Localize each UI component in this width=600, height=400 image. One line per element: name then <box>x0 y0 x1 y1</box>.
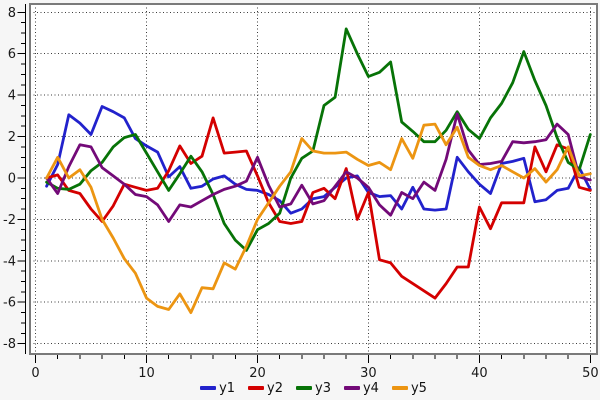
x-tick-label: 10 <box>138 366 155 381</box>
legend-item-y3: y3 <box>296 382 331 395</box>
legend-label-y4: y4 <box>362 380 379 396</box>
y-tick-label: -2 <box>3 213 16 228</box>
y-tick-label: 0 <box>8 171 16 186</box>
legend-dash-y4-icon <box>343 386 360 390</box>
plot-frame <box>29 3 598 355</box>
series-line-y2 <box>45 116 592 300</box>
legend-dash-y2-icon <box>248 386 265 390</box>
legend-label-y2: y2 <box>267 380 284 396</box>
chart-legend: y1 y2 y3 y4 y5 <box>30 378 597 398</box>
y-tick-label: 4 <box>8 89 16 104</box>
legend-item-y1: y1 <box>200 382 235 395</box>
x-tick-label: 0 <box>31 366 39 381</box>
x-tick-label: 40 <box>471 366 488 381</box>
legend-dash-y5-icon <box>391 386 408 390</box>
legend-item-y5: y5 <box>391 380 427 396</box>
y-axis: -8 -6 -4 -2 0 2 4 6 8 <box>3 4 26 354</box>
x-tick-label: 30 <box>360 366 377 381</box>
legend-label-y3: y3 <box>315 380 331 396</box>
series-line-y5 <box>45 122 592 315</box>
legend-label-y5: y5 <box>410 380 427 396</box>
y-tick-label: -6 <box>3 296 16 311</box>
plot-area <box>30 4 597 354</box>
y-tick-label: -4 <box>3 254 16 269</box>
y-tick-label: 8 <box>8 6 16 21</box>
legend-label-y1: y1 <box>219 380 236 396</box>
y-tick-label: 2 <box>8 130 16 145</box>
legend-dash-y3-icon <box>296 386 313 390</box>
y-tick-label: 6 <box>8 47 16 62</box>
legend-dash-y1-icon <box>200 386 217 390</box>
legend-item-y4: y4 <box>343 380 379 396</box>
legend-item-y2: y2 <box>248 382 283 395</box>
x-tick-label: 20 <box>249 366 266 381</box>
x-axis: 0 10 20 30 40 50 <box>31 354 599 381</box>
y-tick-label: -8 <box>3 337 16 352</box>
x-tick-label: 50 <box>582 366 599 381</box>
series-line-y3 <box>45 27 592 252</box>
series-line-y4 <box>45 112 592 223</box>
